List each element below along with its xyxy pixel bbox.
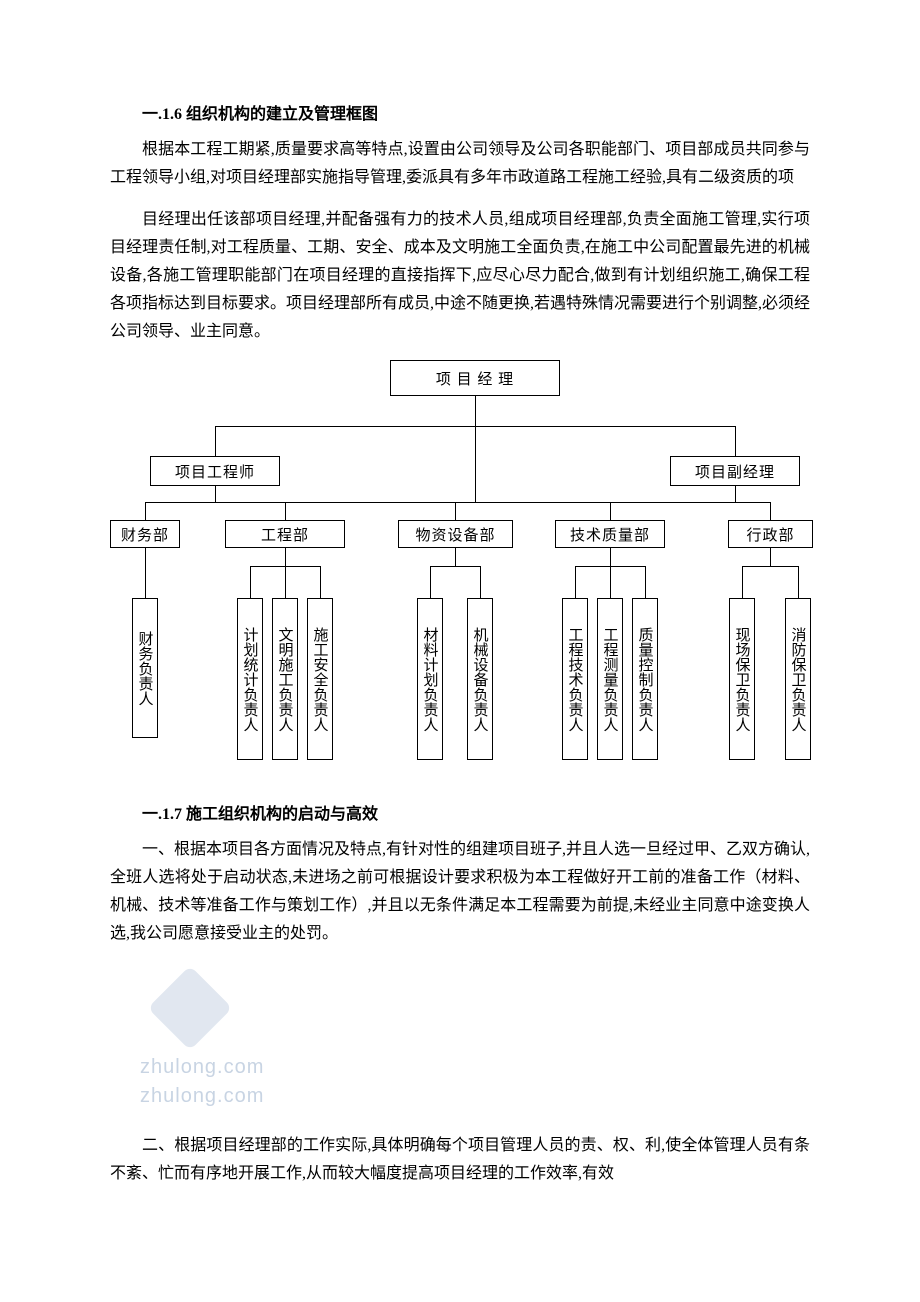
leaf-machinery: 机械设备负责人	[467, 598, 493, 760]
org-chart: 项 目 经 理 项目工程师 项目副经理 财务部 工程部 物资设备部 技术质量部 …	[110, 360, 810, 770]
node-project-manager: 项 目 经 理	[390, 360, 560, 396]
node-project-engineer: 项目工程师	[150, 456, 280, 486]
watermark-text-2: zhulong.com	[140, 1085, 810, 1108]
node-dept-finance: 财务部	[110, 520, 180, 548]
leaf-site-guard: 现场保卫负责人	[729, 598, 755, 760]
node-dept-admin: 行政部	[728, 520, 813, 548]
section-1-6-para-1: 根据本工程工期紧,质量要求高等特点,设置由公司领导及公司各职能部门、项目部成员共…	[110, 136, 810, 192]
node-deputy-manager: 项目副经理	[670, 456, 800, 486]
leaf-safety: 施工安全负责人	[307, 598, 333, 760]
leaf-civilized: 文明施工负责人	[272, 598, 298, 760]
node-dept-tech-quality: 技术质量部	[555, 520, 665, 548]
section-1-6-heading: 一.1.6 组织机构的建立及管理框图	[110, 100, 810, 124]
node-dept-engineering: 工程部	[225, 520, 345, 548]
section-1-7-para-2: 二、根据项目经理部的工作实际,具体明确每个项目管理人员的责、权、利,使全体管理人…	[110, 1132, 810, 1188]
leaf-survey: 工程测量负责人	[597, 598, 623, 760]
leaf-material-plan: 材料计划负责人	[417, 598, 443, 760]
leaf-fire-guard: 消防保卫负责人	[785, 598, 811, 760]
leaf-quality: 质量控制负责人	[632, 598, 658, 760]
watermark-diamond-icon	[148, 966, 233, 1051]
leaf-tech: 工程技术负责人	[562, 598, 588, 760]
section-1-7-heading: 一.1.7 施工组织机构的启动与高效	[110, 800, 810, 824]
section-1-6-para-2: 目经理出任该部项目经理,并配备强有力的技术人员,组成项目经理部,负责全面施工管理…	[110, 206, 810, 346]
leaf-plan-stats: 计划统计负责人	[237, 598, 263, 760]
node-dept-materials: 物资设备部	[398, 520, 513, 548]
watermark-text-1: zhulong.com	[140, 1056, 810, 1079]
section-1-7-para-1: 一、根据本项目各方面情况及特点,有针对性的组建项目班子,并且人选一旦经过甲、乙双…	[110, 836, 810, 948]
leaf-finance: 财务负责人	[132, 598, 158, 738]
